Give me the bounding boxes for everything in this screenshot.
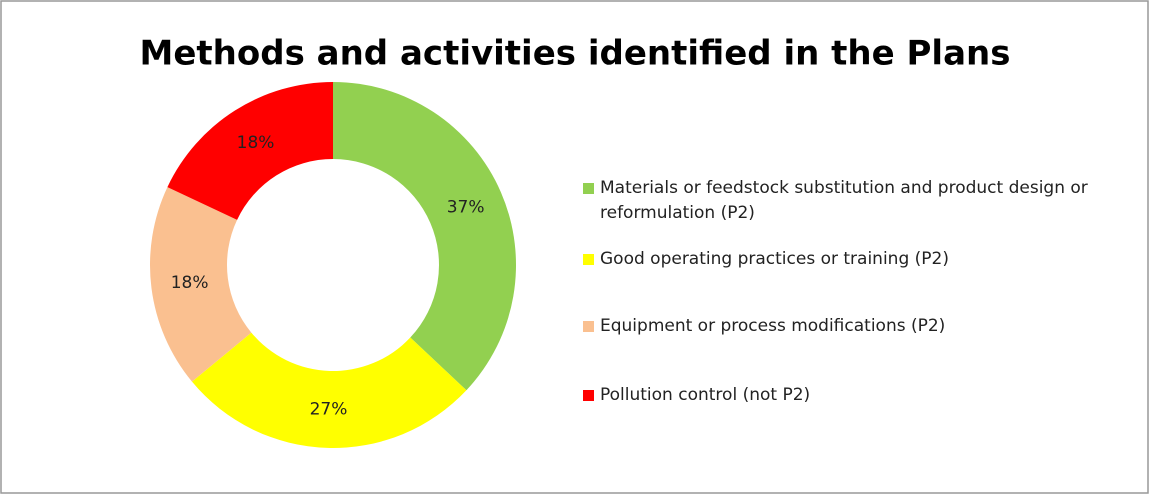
donut-slice [150, 187, 252, 382]
legend-item: Materials or feedstock substitution and … [583, 176, 1103, 226]
legend-label: Equipment or process modifications (P2) [600, 316, 946, 336]
data-label: 27% [310, 399, 348, 419]
legend-label: Materials or feedstock substitution and … [600, 178, 1088, 223]
data-label: 37% [447, 198, 485, 218]
donut-slice [191, 332, 467, 449]
legend-item: Pollution control (not P2) [583, 383, 1103, 408]
legend-swatch [583, 254, 594, 265]
legend-item: Equipment or process modifications (P2) [583, 314, 1103, 339]
legend-swatch [583, 321, 594, 332]
data-label: 18% [237, 133, 275, 153]
donut-slice [333, 82, 516, 391]
legend-label: Pollution control (not P2) [600, 385, 811, 405]
chart-title: Methods and activities identified in the… [140, 34, 1011, 74]
legend-item: Good operating practices or training (P2… [583, 247, 1103, 272]
donut-slice [167, 82, 333, 220]
legend-swatch [583, 390, 594, 401]
legend-swatch [583, 183, 594, 194]
legend: Materials or feedstock substitution and … [583, 176, 1103, 408]
data-label: 18% [171, 273, 209, 293]
legend-label: Good operating practices or training (P2… [600, 249, 949, 269]
